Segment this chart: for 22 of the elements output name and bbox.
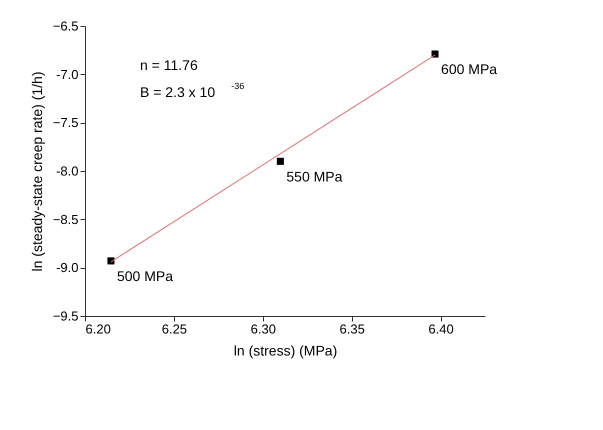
- y-tick-label: −6.5: [52, 18, 78, 34]
- y-tick-label: −8.5: [52, 212, 78, 227]
- point: [276, 158, 284, 165]
- x-tick-label: 6.25: [162, 322, 188, 336]
- x-axis-title: ln (stress) (MPa): [234, 342, 338, 358]
- y-tick-label: -8.0: [56, 164, 78, 178]
- annotation: 500 MPa: [116, 268, 174, 284]
- annotation: 550 MPa: [286, 168, 343, 184]
- y-tick-label: −7.5: [52, 115, 78, 130]
- x-tick-label: 6.20: [86, 322, 111, 336]
- x-tick-label: 6.35: [340, 322, 365, 336]
- y-tick-label: -9.0: [56, 260, 78, 276]
- annotation: B = 2.3 x 10-36: [140, 81, 244, 100]
- y-axis-title: ln (steady-state creep rate) (1/h): [28, 72, 45, 272]
- point: [432, 50, 439, 58]
- y-tick-label: -7.0: [56, 66, 78, 82]
- annotation: 600 MPa: [441, 61, 498, 78]
- annotation: n = 11.76: [140, 57, 198, 73]
- x-tick-label: 6.30: [250, 322, 276, 336]
- x-tick-label: 6.40: [428, 322, 454, 336]
- point: [107, 257, 114, 264]
- y-tick-label: −9.5: [52, 308, 78, 324]
